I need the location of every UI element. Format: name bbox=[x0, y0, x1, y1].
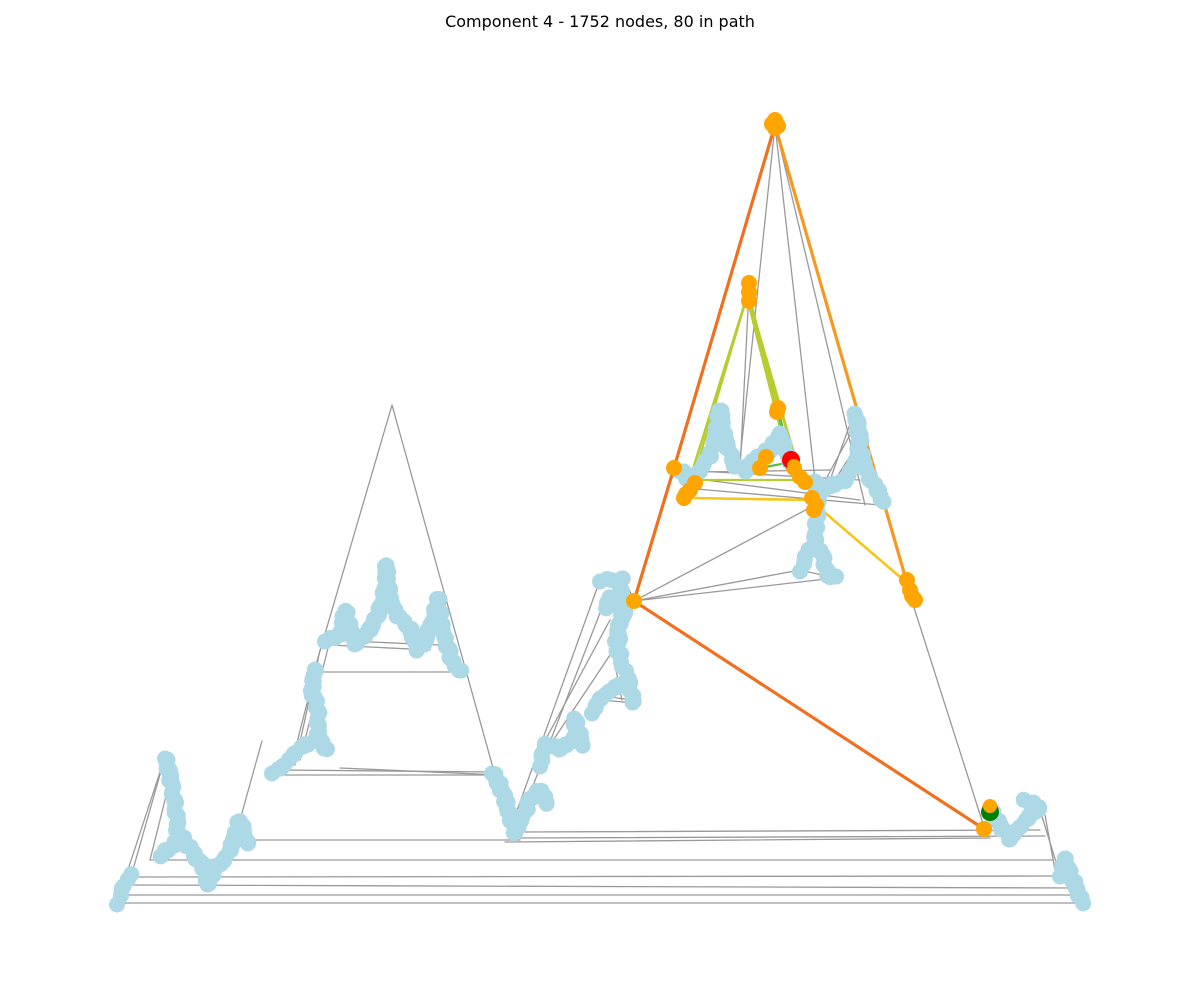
path-edge bbox=[688, 496, 818, 502]
path-node bbox=[678, 486, 694, 502]
graph-node bbox=[828, 568, 845, 585]
path-node bbox=[769, 404, 785, 420]
graph-node bbox=[152, 848, 169, 865]
path-node bbox=[687, 475, 703, 491]
graph-edge bbox=[633, 569, 801, 602]
figure-title: Component 4 - 1752 nodes, 80 in path bbox=[445, 12, 755, 31]
path-node bbox=[741, 293, 757, 309]
graph-edge bbox=[339, 767, 501, 776]
graph-node bbox=[598, 600, 615, 617]
path-node-layer bbox=[626, 112, 999, 837]
path-node bbox=[666, 460, 682, 476]
graph-node bbox=[574, 737, 591, 754]
path-edge bbox=[672, 123, 777, 470]
path-node bbox=[752, 460, 768, 476]
graph-node bbox=[1015, 791, 1032, 808]
path-edge bbox=[773, 123, 909, 585]
graph-edge bbox=[909, 594, 986, 831]
graph-node bbox=[538, 795, 555, 812]
path-edge bbox=[814, 503, 909, 585]
graph-edge bbox=[509, 579, 601, 831]
path-node bbox=[626, 593, 642, 609]
graph-edge bbox=[239, 740, 263, 821]
graph-edge bbox=[539, 619, 611, 751]
path-node bbox=[770, 118, 786, 134]
graph-node bbox=[624, 694, 641, 711]
graph-edge bbox=[314, 404, 393, 669]
node-layer bbox=[109, 402, 1092, 913]
graph-edge bbox=[739, 124, 776, 461]
graph-node bbox=[453, 662, 470, 679]
graph-edge bbox=[689, 477, 861, 501]
graph-node bbox=[123, 866, 140, 883]
graph-edge bbox=[277, 769, 496, 773]
graph-node bbox=[239, 835, 256, 852]
graph-node bbox=[875, 493, 892, 510]
graph-edge bbox=[124, 884, 1076, 889]
graph-edge bbox=[1044, 814, 1056, 871]
graph-node bbox=[618, 662, 635, 679]
path-node bbox=[787, 459, 801, 473]
graph-edge bbox=[774, 124, 816, 481]
graph-edge bbox=[514, 835, 1046, 839]
graph-edge bbox=[391, 404, 496, 776]
graph-edge bbox=[684, 487, 881, 506]
graph-edge bbox=[519, 829, 1041, 833]
graph-node bbox=[800, 541, 817, 558]
graph-edge bbox=[504, 837, 991, 843]
graph-edge bbox=[633, 577, 836, 602]
graph-node bbox=[315, 737, 332, 754]
path-node bbox=[983, 799, 997, 813]
path-node bbox=[904, 588, 920, 604]
graph-edge bbox=[633, 504, 816, 602]
graph-edge bbox=[774, 124, 866, 506]
path-node bbox=[797, 474, 813, 490]
path-node bbox=[806, 502, 822, 518]
path-edge bbox=[632, 466, 676, 603]
graph-edge bbox=[739, 289, 750, 471]
graph-node bbox=[1075, 895, 1092, 912]
path-node bbox=[976, 821, 992, 837]
path-edge bbox=[632, 599, 986, 831]
graph-edge bbox=[549, 639, 621, 746]
graph-edge bbox=[129, 756, 166, 881]
edge-layer bbox=[116, 124, 1083, 904]
graph-edge bbox=[129, 875, 1061, 878]
